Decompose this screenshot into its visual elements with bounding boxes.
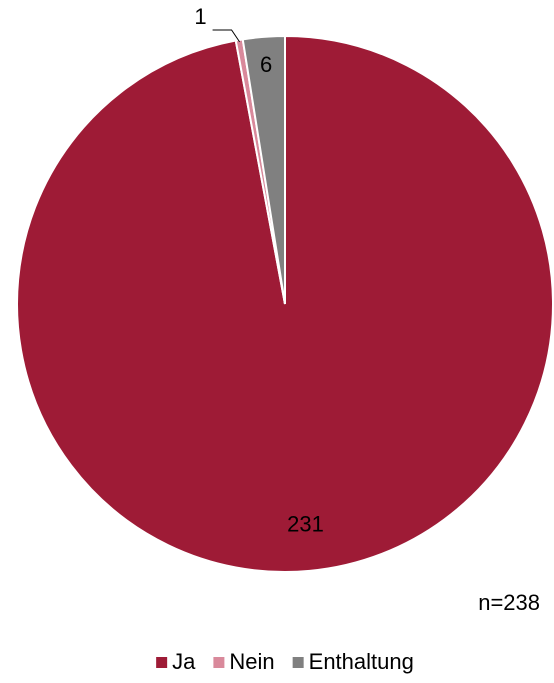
legend-label: Nein: [229, 649, 274, 674]
annotation: n=238: [478, 590, 540, 615]
pie-slice: [241, 34, 286, 305]
data-label: 6: [260, 52, 272, 77]
data-label: 1: [194, 4, 206, 29]
legend-label: Ja: [172, 649, 196, 674]
legend-label: Enthaltung: [309, 649, 414, 674]
legend-swatch: [292, 657, 304, 668]
legend-swatch: [213, 657, 225, 668]
data-label: 231: [287, 511, 324, 536]
leader-line: [212, 29, 240, 43]
legend-swatch: [156, 657, 168, 668]
